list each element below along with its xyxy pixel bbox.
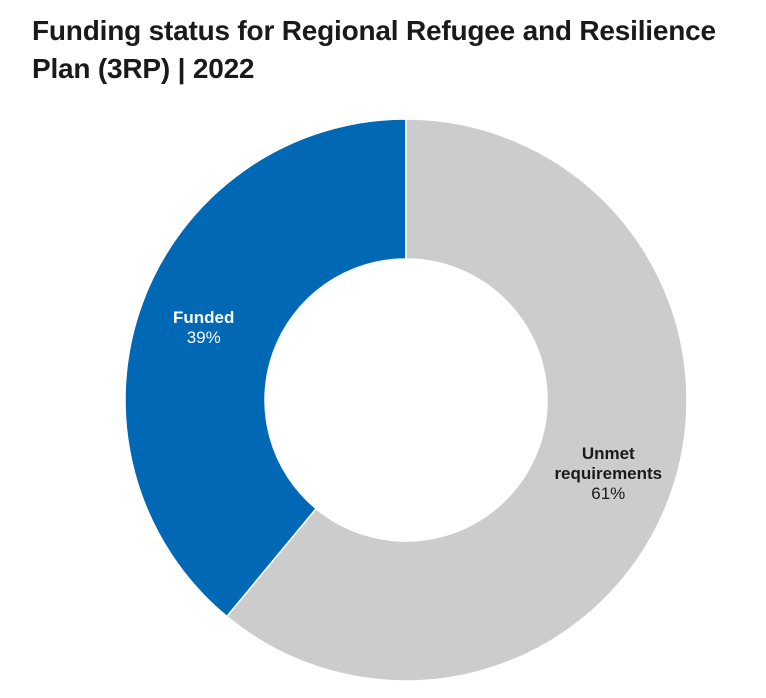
slice-label-name: Unmet (582, 444, 635, 463)
donut-slices (124, 118, 688, 682)
chart-title: Funding status for Regional Refugee and … (32, 15, 716, 84)
slice-label-value: 39% (187, 328, 221, 347)
slice-label-value: 61% (591, 484, 625, 503)
slice-label-name: Funded (173, 308, 234, 327)
slice-unmet-requirements (225, 118, 688, 682)
slice-label-name: requirements (554, 464, 662, 483)
slice-funded (124, 118, 407, 618)
